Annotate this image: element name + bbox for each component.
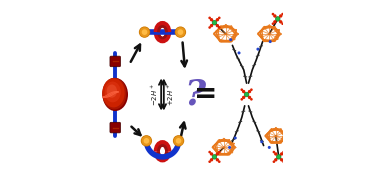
Circle shape [273,160,275,163]
Circle shape [248,96,251,99]
Circle shape [250,88,253,91]
FancyBboxPatch shape [110,122,121,133]
Circle shape [139,26,150,38]
Circle shape [248,90,251,93]
Circle shape [282,160,285,163]
FancyBboxPatch shape [110,56,121,67]
Ellipse shape [102,78,125,107]
Circle shape [173,135,184,146]
Circle shape [208,160,211,163]
Circle shape [208,17,211,19]
Circle shape [282,151,285,153]
Circle shape [142,29,147,35]
Circle shape [281,13,284,15]
Circle shape [274,152,277,156]
Circle shape [141,136,151,146]
Circle shape [176,138,181,144]
Circle shape [256,48,259,51]
Text: $+2H^+$: $+2H^+$ [165,83,176,106]
Circle shape [281,22,284,25]
Circle shape [279,20,282,24]
Circle shape [244,92,249,97]
Circle shape [276,155,281,159]
Circle shape [177,29,183,35]
Circle shape [229,38,232,41]
Ellipse shape [103,78,128,111]
Circle shape [260,140,263,143]
Circle shape [210,18,213,21]
Circle shape [139,27,149,37]
Circle shape [274,158,277,162]
Circle shape [212,155,217,159]
Ellipse shape [105,82,121,102]
Circle shape [280,152,284,156]
Circle shape [144,138,149,144]
Circle shape [279,14,282,18]
Circle shape [216,24,219,27]
Circle shape [208,26,211,29]
Circle shape [208,151,211,153]
Circle shape [228,146,231,149]
Circle shape [242,96,246,99]
Text: =: = [194,81,218,108]
Circle shape [273,151,275,153]
Circle shape [216,152,219,156]
Circle shape [174,136,183,146]
Circle shape [216,18,219,21]
Circle shape [273,14,276,18]
Circle shape [242,90,246,93]
Circle shape [175,26,186,38]
Ellipse shape [102,78,126,110]
Circle shape [268,146,271,149]
Ellipse shape [107,84,117,98]
Circle shape [271,22,274,25]
Circle shape [212,20,217,25]
Text: ?: ? [184,77,205,112]
Circle shape [241,88,243,91]
Circle shape [234,136,237,139]
Circle shape [238,51,241,54]
Circle shape [210,158,213,162]
Circle shape [271,13,274,15]
Circle shape [218,17,221,19]
Circle shape [269,40,272,43]
Circle shape [241,98,243,101]
Circle shape [273,20,276,24]
Circle shape [216,158,219,162]
Circle shape [210,152,213,156]
Circle shape [218,151,221,153]
Circle shape [250,98,253,101]
Circle shape [141,135,152,146]
Text: $-2H^+$: $-2H^+$ [149,83,160,106]
Circle shape [210,24,213,27]
Circle shape [280,158,284,162]
Circle shape [276,17,280,21]
Circle shape [176,27,185,37]
Circle shape [218,160,221,163]
Circle shape [218,26,221,29]
